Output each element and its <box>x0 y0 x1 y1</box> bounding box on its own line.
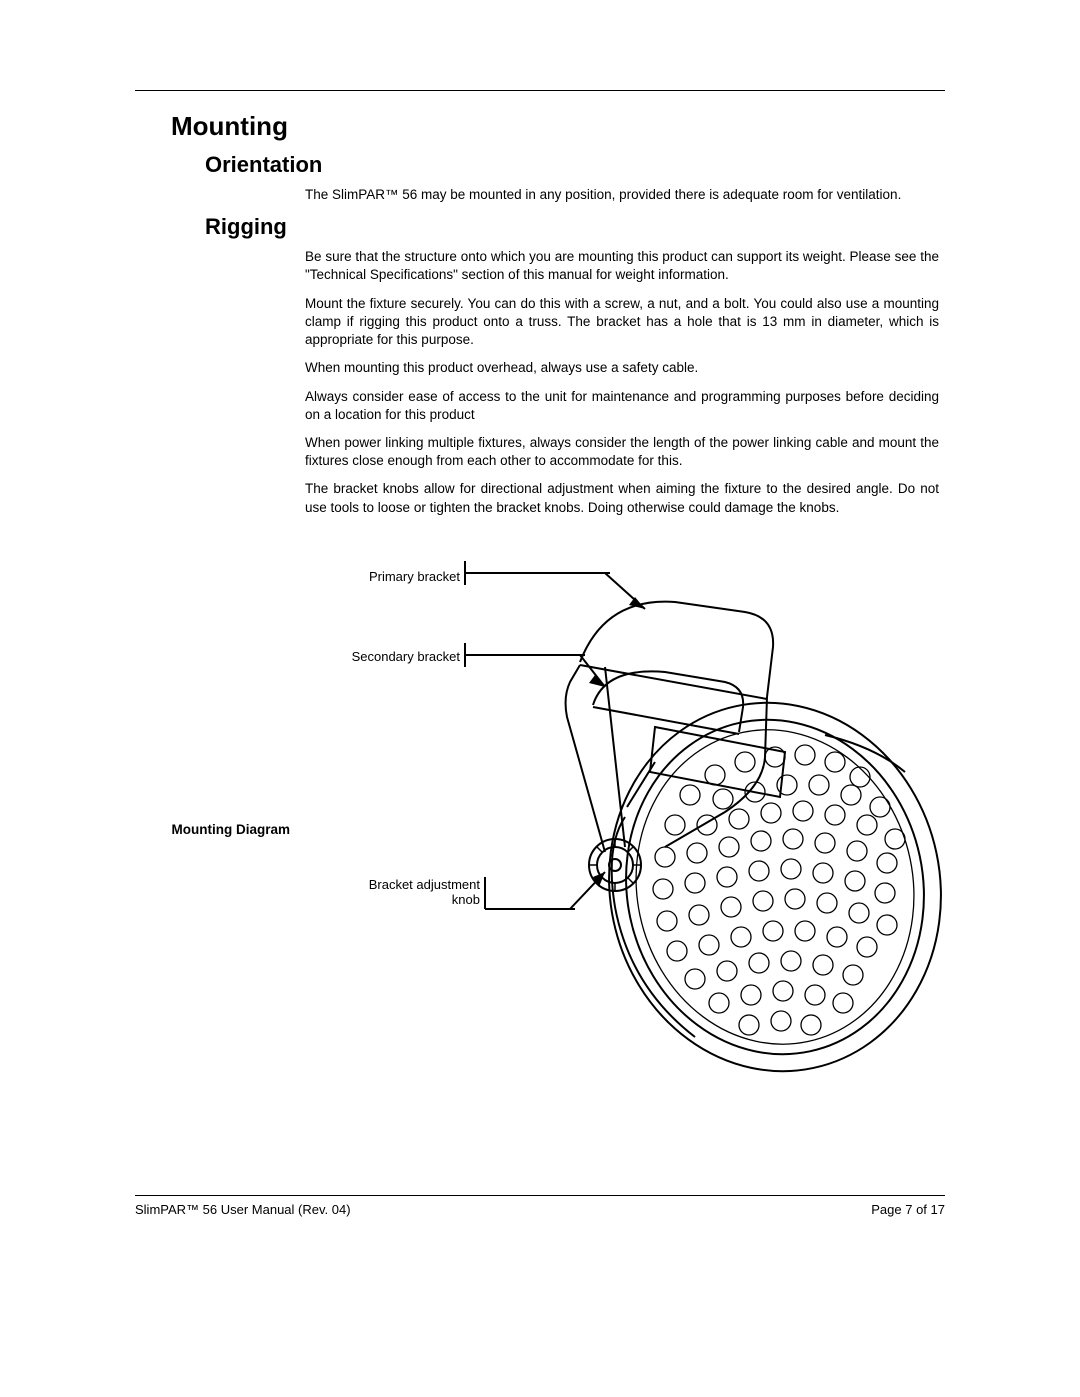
footer-left: SlimPAR™ 56 User Manual (Rev. 04) <box>135 1202 351 1217</box>
page-content: Mounting Orientation The SlimPAR™ 56 may… <box>135 90 945 1077</box>
rigging-paragraph: When power linking multiple fixtures, al… <box>305 434 939 470</box>
rigging-paragraph: When mounting this product overhead, alw… <box>305 359 939 377</box>
heading-mounting: Mounting <box>171 111 945 142</box>
footer-right: Page 7 of 17 <box>871 1202 945 1217</box>
rigging-paragraph: Be sure that the structure onto which yo… <box>305 248 939 284</box>
diagram-sidebar-label: Mounting Diagram <box>135 822 290 837</box>
rigging-paragraph: Mount the fixture securely. You can do t… <box>305 295 939 350</box>
heading-orientation: Orientation <box>205 152 945 178</box>
orientation-paragraph: The SlimPAR™ 56 may be mounted in any po… <box>305 186 939 204</box>
heading-rigging: Rigging <box>205 214 945 240</box>
diagram-svg <box>305 547 945 1077</box>
page-footer: SlimPAR™ 56 User Manual (Rev. 04) Page 7… <box>135 1195 945 1217</box>
rigging-paragraph: Always consider ease of access to the un… <box>305 388 939 424</box>
top-rule <box>135 90 945 91</box>
rigging-paragraph: The bracket knobs allow for directional … <box>305 480 939 516</box>
mounting-diagram: Mounting Diagram Primary bracket Seconda… <box>135 547 945 1077</box>
